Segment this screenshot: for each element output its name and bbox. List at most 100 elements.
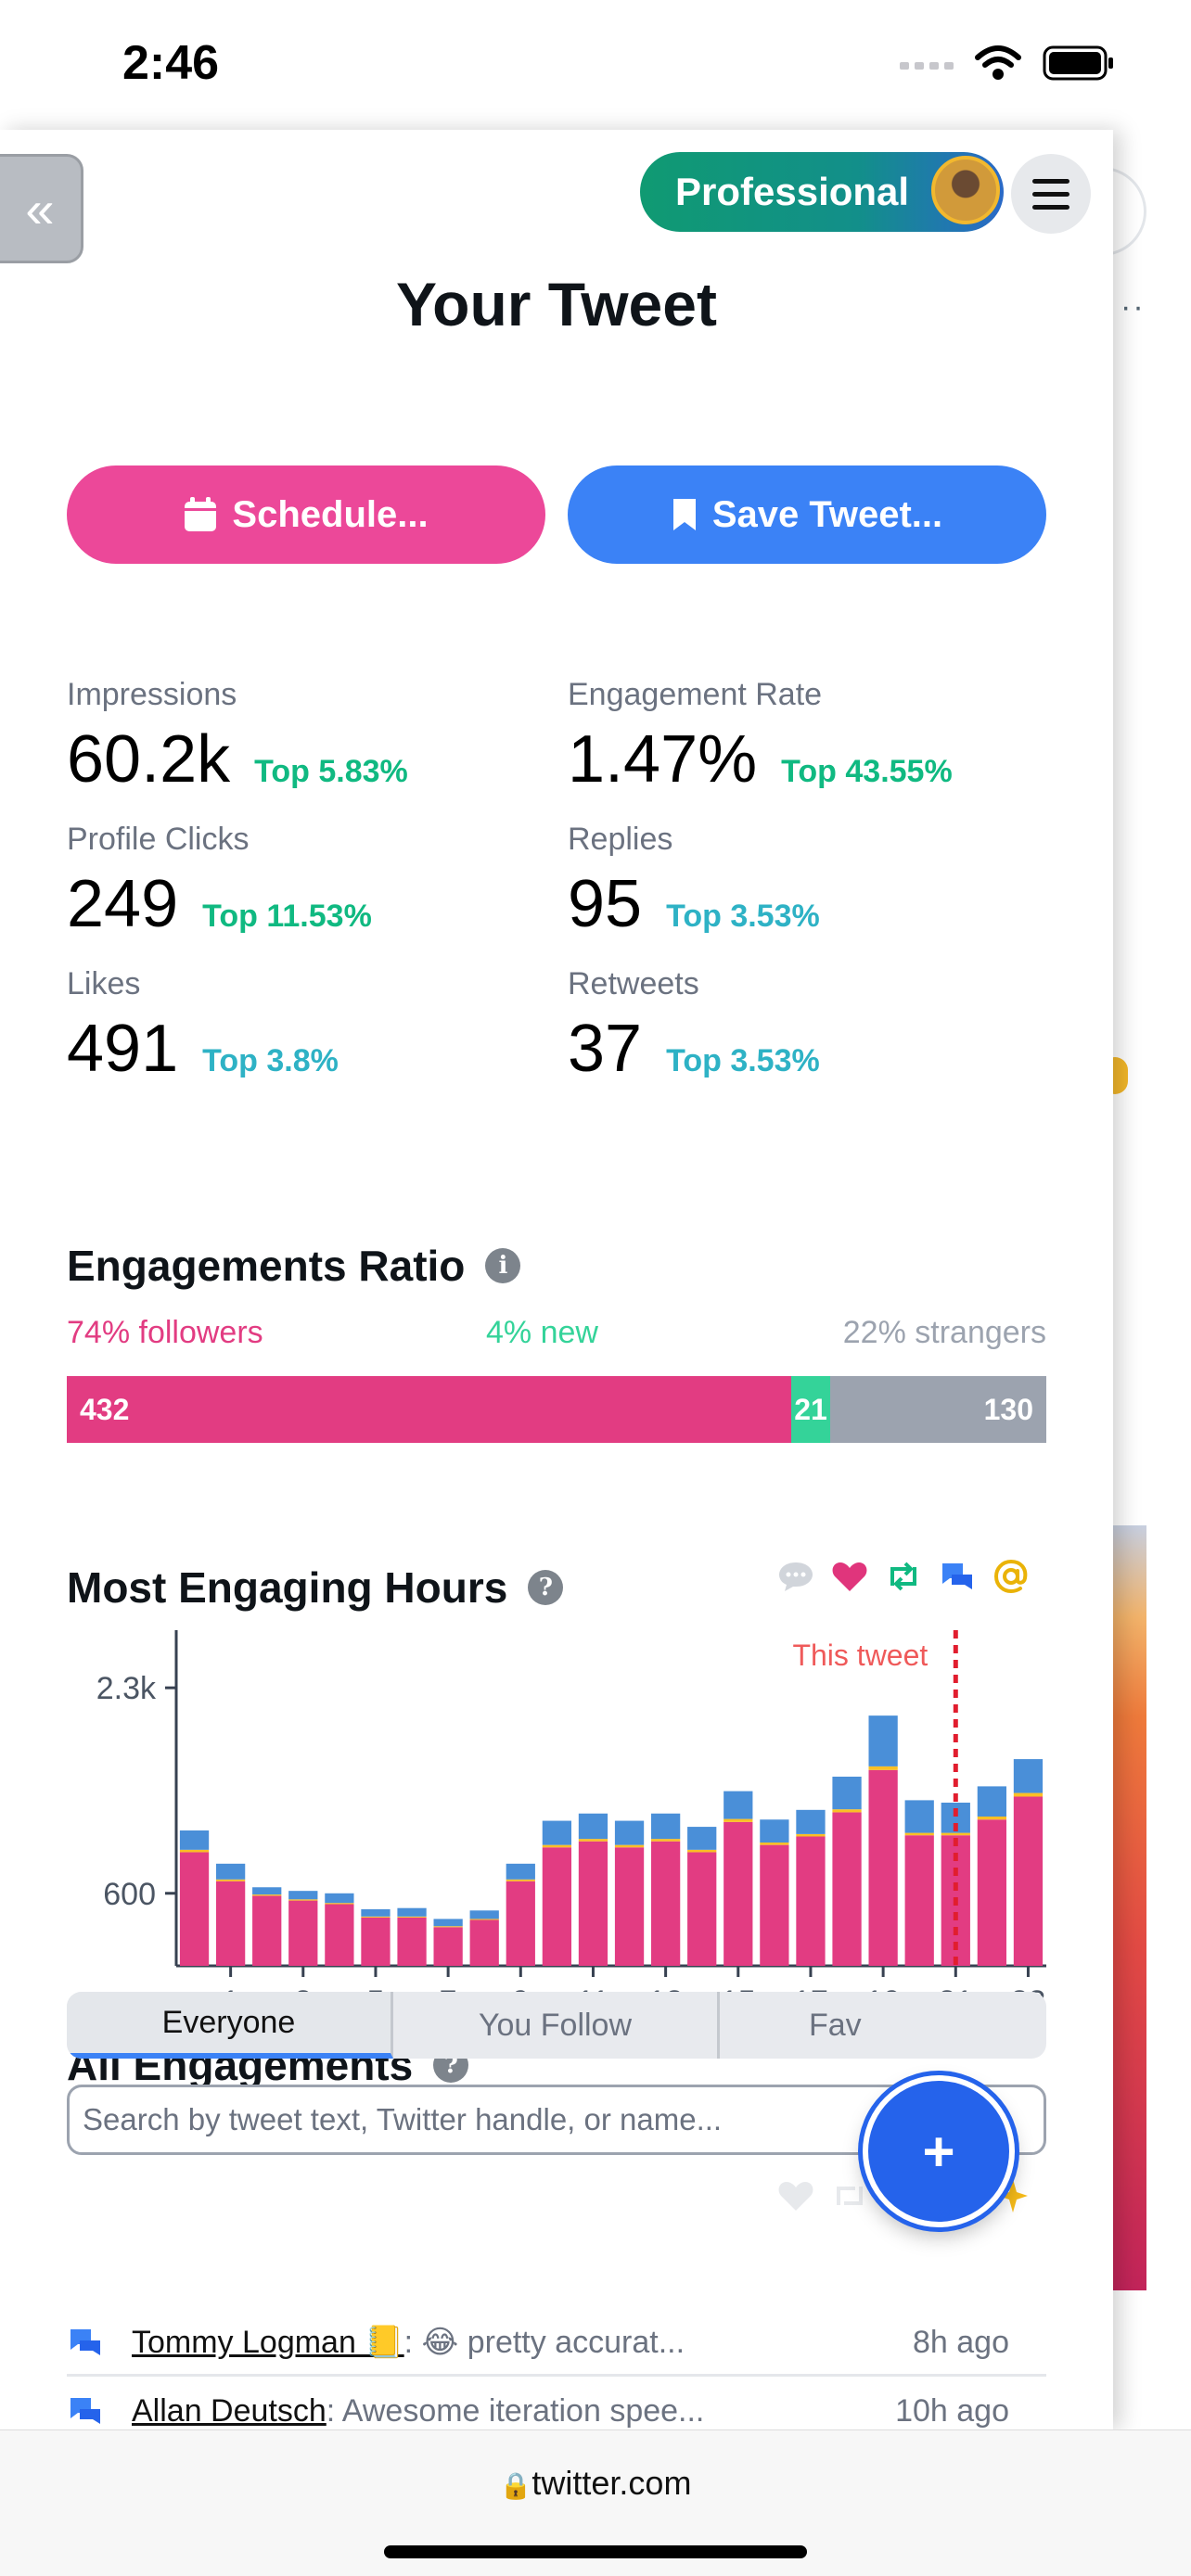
bookmark-icon (672, 499, 696, 530)
tab-everyone[interactable]: Everyone (67, 1992, 393, 2059)
quote-icon[interactable] (939, 1560, 976, 1593)
retweet-outline-icon[interactable] (831, 2179, 868, 2213)
list-item[interactable]: Tommy Logman 📒 : 😂 pretty accurat... 8h … (67, 2309, 1046, 2376)
mention-icon[interactable] (992, 1558, 1030, 1595)
address-bar[interactable]: 🔒twitter.com (0, 2464, 1191, 2503)
stat-value: 37 (568, 1012, 643, 1086)
bar-segment (760, 1843, 789, 1845)
engagement-time: 8h ago (913, 2324, 1009, 2360)
bar-segment (1013, 1796, 1044, 1966)
bar-segment (361, 1917, 391, 1966)
stat-value: 249 (67, 867, 179, 941)
bar-segment (760, 1819, 789, 1843)
avatar (931, 156, 1000, 224)
engager-name[interactable]: Tommy Logman 📒 (132, 2325, 404, 2360)
reply-icon[interactable] (777, 1560, 814, 1593)
home-indicator[interactable] (384, 2545, 807, 2558)
stats-grid: Impressions 60.2k Top 5.83% Engagement Ra… (67, 677, 1046, 1087)
bar-segment (179, 1852, 210, 1966)
bar-segment (832, 1776, 862, 1810)
bar-segment (724, 1818, 753, 1822)
bar-segment (832, 1809, 862, 1813)
engager-name[interactable]: Allan Deutsch (132, 2392, 327, 2429)
engagement-time: 10h ago (895, 2392, 1009, 2429)
ratio-labels: 74% followers 4% new 22% strangers (67, 1315, 1046, 1356)
section-title: Most Engaging Hours (67, 1563, 508, 1612)
bar-segment (796, 1836, 826, 1966)
info-icon[interactable]: i (485, 1248, 521, 1283)
add-button[interactable]: + (863, 2075, 1015, 2227)
stat-label: Profile Clicks (67, 822, 250, 857)
stat-value: 95 (568, 867, 643, 941)
analytics-panel: « Professional Your Tweet Schedule... Sa… (0, 130, 1113, 2429)
stat-likes: Likes 491 Top 3.8% (67, 966, 568, 1087)
bar-segment (433, 1927, 463, 1966)
professional-badge[interactable]: Professional (640, 152, 1004, 232)
bar-segment (325, 1904, 354, 1966)
engagements-ratio-heading: Engagements Ratio i (67, 1241, 521, 1291)
bar-segment (215, 1881, 246, 1966)
menu-button[interactable] (1011, 154, 1091, 234)
schedule-label: Schedule... (232, 493, 429, 535)
bar-segment (397, 1917, 427, 1966)
bar-segment (1013, 1759, 1044, 1793)
tab-favorites[interactable]: Fav (809, 2007, 862, 2043)
schedule-button[interactable]: Schedule... (67, 465, 545, 564)
cellular-signal-icon (900, 62, 954, 70)
engagement-text: : Awesome iteration spee... (326, 2392, 705, 2429)
bar-segment (760, 1844, 789, 1966)
hamburger-icon-bar (1032, 204, 1069, 210)
strangers-segment: 130 (830, 1376, 1046, 1443)
lock-icon: 🔒 (499, 2471, 532, 2500)
collapse-panel-button[interactable]: « (0, 154, 83, 263)
status-icons (900, 45, 1115, 82)
stat-value: 491 (67, 1012, 179, 1086)
bar-segment (687, 1852, 717, 1966)
page-title: Your Tweet (396, 270, 717, 338)
heart-icon[interactable] (831, 1560, 868, 1593)
browser-toolbar: 🔒twitter.com (0, 2429, 1191, 2576)
bar-segment (179, 1830, 210, 1850)
url-text: twitter.com (531, 2464, 692, 2502)
quote-icon (70, 2329, 100, 2355)
bar-segment (469, 1910, 499, 1919)
bar-segment (578, 1839, 608, 1842)
bar-segment (796, 1809, 826, 1834)
y-tick-label: 600 (103, 1877, 156, 1912)
followers-segment: 432 (67, 1376, 791, 1443)
strangers-percent: 22% strangers (842, 1315, 1046, 1350)
bar-segment (868, 1715, 898, 1766)
heart-outline-icon[interactable] (777, 2179, 814, 2213)
tab-you-follow[interactable]: You Follow (393, 1992, 720, 2059)
bar-segment (650, 1813, 681, 1840)
stat-profile-clicks: Profile Clicks 249 Top 11.53% (67, 822, 568, 942)
stat-label: Impressions (67, 677, 237, 712)
bar-segment (687, 1827, 717, 1850)
retweet-icon[interactable] (885, 1560, 922, 1593)
new-percent: 4% new (486, 1315, 598, 1350)
bar-segment (904, 1832, 934, 1836)
help-icon[interactable]: ? (528, 1570, 564, 1605)
bar-segment (542, 1847, 572, 1966)
followers-percent: 74% followers (67, 1315, 263, 1350)
bar-segment (614, 1844, 645, 1848)
quote-icon (70, 2398, 100, 2424)
stat-value: 60.2k (67, 722, 231, 797)
bar-segment (868, 1766, 898, 1770)
professional-label: Professional (675, 170, 910, 213)
bar-segment (904, 1800, 934, 1833)
bar-segment (288, 1899, 318, 1901)
stat-label: Likes (67, 966, 141, 1001)
bar-segment (215, 1863, 246, 1880)
bar-segment (252, 1895, 282, 1966)
list-item[interactable]: Allan Deutsch : Awesome iteration spee..… (67, 2378, 1046, 2429)
bar-segment (614, 1847, 645, 1966)
stat-replies: Replies 95 Top 3.53% (568, 822, 1046, 942)
stat-rank: Top 5.83% (254, 754, 408, 789)
bar-segment (977, 1816, 1007, 1820)
bar-segment (506, 1879, 535, 1881)
save-tweet-button[interactable]: Save Tweet... (568, 465, 1046, 564)
bar-segment (904, 1835, 934, 1966)
bar-segment (288, 1891, 318, 1900)
bar-segment (433, 1919, 463, 1927)
